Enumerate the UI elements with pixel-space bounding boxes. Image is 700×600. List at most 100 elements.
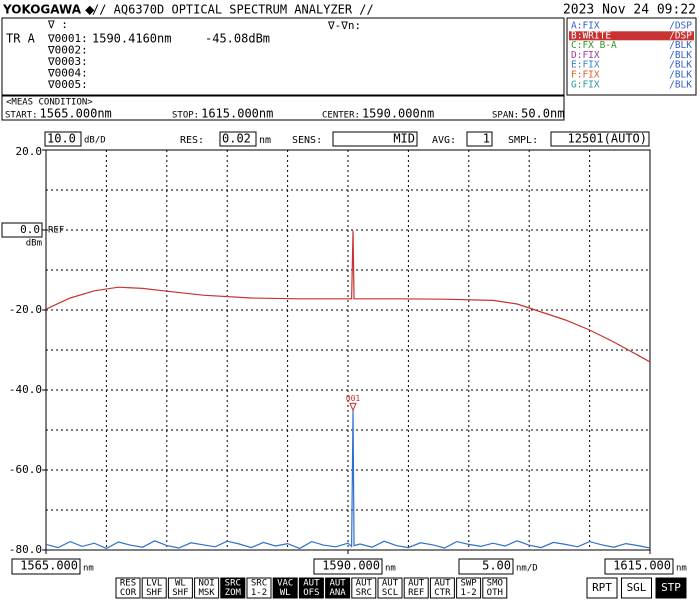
softkey <box>429 577 455 599</box>
softkey-label[interactable]: AUT <box>329 579 346 589</box>
datetime: 2023 Nov 24 09:22 <box>563 3 696 18</box>
softkey-label[interactable]: WL <box>280 588 291 598</box>
softkey <box>351 577 377 599</box>
softkey-label[interactable]: AUT <box>356 579 373 589</box>
setting-label: RES: <box>180 135 204 146</box>
x-label-box <box>11 558 81 575</box>
softkey-label[interactable]: SRC <box>251 579 267 589</box>
softkey-label[interactable]: SCL <box>382 588 398 598</box>
softkey-label[interactable]: AUT <box>408 579 425 589</box>
meas-value: 1590.000nm <box>362 107 434 121</box>
softkey-label[interactable]: OTH <box>487 588 503 598</box>
trace-text[interactable]: B:WRITE <box>571 30 611 41</box>
trace-mode: /DSP <box>669 21 692 32</box>
softkey-label[interactable]: NOI <box>198 579 214 589</box>
softkey-label[interactable]: SHF <box>146 588 162 598</box>
softkey <box>141 577 167 599</box>
trace-text[interactable]: C:FX B-A <box>571 40 617 51</box>
softkey-label[interactable]: 1-2 <box>460 588 476 598</box>
setting-label: SMPL: <box>508 135 538 146</box>
softkey <box>220 577 246 599</box>
meas-title: <MEAS CONDITION> <box>6 98 93 108</box>
xdiv-unit: nm/D <box>516 564 538 574</box>
x-label-box <box>604 558 674 575</box>
softkey-label[interactable]: RPT <box>592 581 612 594</box>
softkey-label[interactable]: SGL <box>627 581 647 594</box>
softkey-label[interactable]: SRC <box>356 588 372 598</box>
softkey-label[interactable]: VAC <box>277 579 293 589</box>
softkey-label[interactable]: MSK <box>198 588 215 598</box>
softkey-label[interactable]: REF <box>408 588 424 598</box>
x-unit: nm <box>83 564 94 574</box>
marker-row-text: ∇0001: <box>47 32 88 45</box>
softkey-label[interactable]: ZOM <box>225 588 242 598</box>
meas-value: 1565.000nm <box>40 107 112 121</box>
trace-text[interactable]: E:FIX <box>571 60 600 71</box>
ydiv-unit: dB/D <box>84 136 106 146</box>
marker-row-text: -45.08dBm <box>205 32 270 46</box>
trace-mode: /BLK <box>669 60 692 71</box>
y-tick-label: -20.0 <box>9 303 42 316</box>
softkey-label[interactable]: SWP <box>460 579 477 589</box>
softkey-label[interactable]: STP <box>661 581 681 594</box>
y-tick-label: -80.0 <box>9 543 42 556</box>
softkey-label[interactable]: AUT <box>303 579 320 589</box>
marker-row-text: 1590.4160nm <box>92 32 171 46</box>
meas-label: SPAN: <box>492 111 519 121</box>
trace-panel <box>566 17 697 96</box>
marker-delta: ∇-∇n: <box>327 19 361 32</box>
softkey-label[interactable]: SRC <box>225 579 241 589</box>
trace-active-bg <box>569 31 694 41</box>
softkey <box>167 577 193 599</box>
trace-text[interactable]: A:FIX <box>571 21 600 32</box>
setting-box <box>332 131 418 147</box>
meas-label: START: <box>5 111 38 121</box>
softkey-label[interactable]: AUT <box>434 579 451 589</box>
x-unit: nm <box>676 564 687 574</box>
trace-text[interactable]: D:FIX <box>571 50 600 61</box>
softkey-label[interactable]: COR <box>120 588 137 598</box>
softkey-label[interactable]: ANA <box>329 588 346 598</box>
model: // AQ6370D OPTICAL SPECTRUM ANALYZER // <box>92 3 374 17</box>
trace-text[interactable]: F:FIX <box>571 70 600 81</box>
softkey <box>403 577 429 599</box>
softkey-label[interactable]: CTR <box>434 588 451 598</box>
softkey <box>586 577 618 599</box>
softkey-label[interactable]: LVL <box>146 579 162 589</box>
softkey <box>115 577 141 599</box>
setting-value: MID <box>393 132 415 146</box>
brand: YOKOGAWA ◆ <box>2 3 95 17</box>
trace-text[interactable]: G:FIX <box>571 79 600 90</box>
trace-mode: /DSP <box>669 30 692 41</box>
y-unit: dBm <box>26 239 42 249</box>
ydiv-box <box>44 131 82 147</box>
softkey-label[interactable]: 1-2 <box>251 588 267 598</box>
softkey <box>377 577 403 599</box>
softkey-label[interactable]: OFS <box>303 588 319 598</box>
x-label-box <box>313 558 383 575</box>
softkey <box>456 577 482 599</box>
marker-panel <box>1 17 565 96</box>
x-unit: nm <box>385 564 396 574</box>
marker-symbol: ∇ : <box>47 18 68 31</box>
setting-value: 1 <box>483 132 490 146</box>
x-tick-label: 1565.000 <box>20 559 78 573</box>
softkey-label[interactable]: AUT <box>382 579 399 589</box>
marker-row-text: ∇0002: <box>47 44 88 57</box>
ref-label: REF <box>48 226 64 236</box>
setting-box <box>466 131 493 147</box>
setting-label: SENS: <box>292 135 322 146</box>
xdiv-box <box>458 558 514 575</box>
softkey <box>246 577 272 599</box>
softkey-label[interactable]: RES <box>120 579 136 589</box>
softkey-label[interactable]: SHF <box>172 588 188 598</box>
softkey-label[interactable]: WL <box>175 579 186 589</box>
softkey-label[interactable]: SMO <box>487 579 503 589</box>
xdiv-value: 5.00 <box>482 559 511 573</box>
setting-box <box>550 131 650 147</box>
softkey <box>272 577 298 599</box>
trace-line <box>46 230 650 363</box>
softkey <box>621 577 652 599</box>
y-tick-label: -40.0 <box>9 383 42 396</box>
